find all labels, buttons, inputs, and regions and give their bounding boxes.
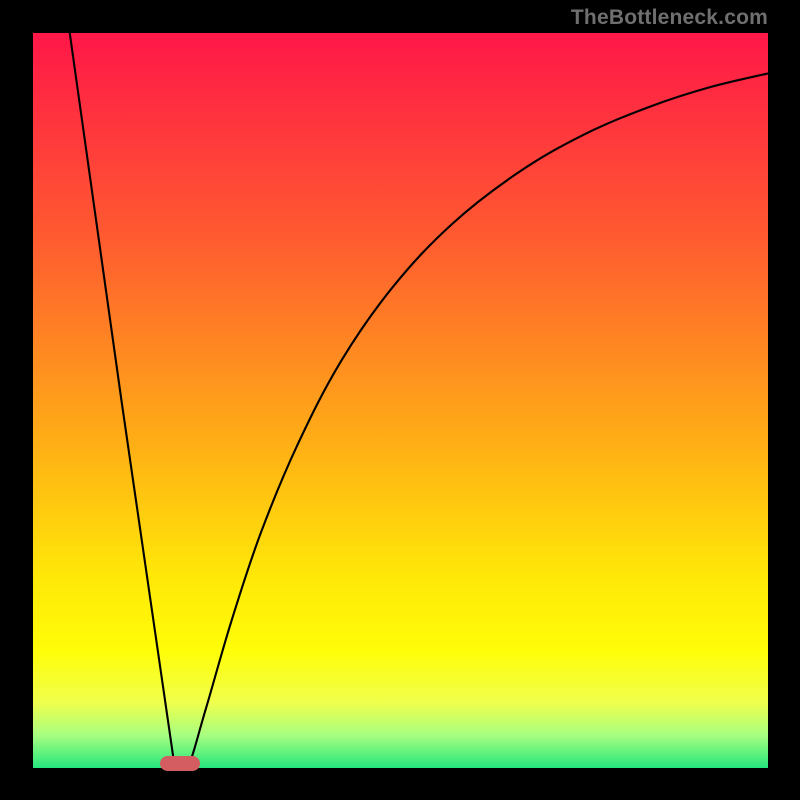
- bottleneck-curve: [70, 33, 768, 800]
- watermark-text: TheBottleneck.com: [571, 6, 768, 30]
- minimum-marker: [160, 756, 200, 771]
- chart-frame: TheBottleneck.com: [0, 0, 800, 800]
- curve-layer: [0, 0, 800, 800]
